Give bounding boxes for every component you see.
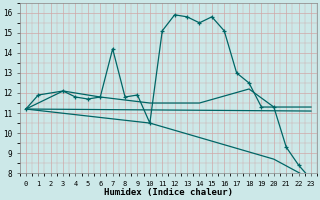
X-axis label: Humidex (Indice chaleur): Humidex (Indice chaleur): [104, 188, 233, 197]
